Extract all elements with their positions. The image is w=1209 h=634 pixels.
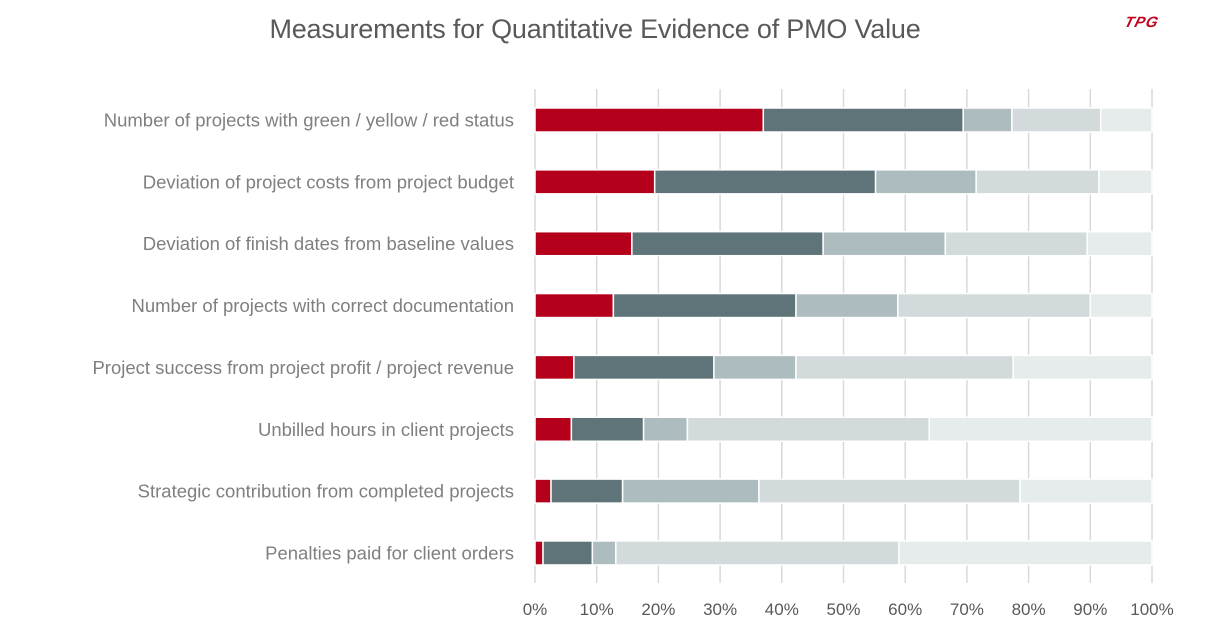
category-label: Strategic contribution from completed pr… — [138, 481, 514, 502]
bar-segment-1 — [534, 416, 573, 442]
bar-segment-1 — [534, 107, 765, 133]
bar-segment-4 — [1011, 107, 1102, 133]
category-label: Number of projects with correct document… — [131, 295, 514, 316]
bar-segment-2 — [542, 540, 594, 566]
category-label: Unbilled hours in client projects — [258, 419, 514, 440]
bar-segment-4 — [615, 540, 900, 566]
bar-row — [534, 478, 1153, 504]
bar-segment-3 — [962, 107, 1013, 133]
bar-segment-5 — [1100, 107, 1153, 133]
x-tick-label: 90% — [1073, 600, 1107, 619]
x-tick-label: 0% — [523, 600, 548, 619]
bar-segment-4 — [897, 292, 1092, 319]
x-tick-label: 70% — [950, 600, 984, 619]
category-label: Penalties paid for client orders — [265, 542, 514, 563]
bar-segment-4 — [795, 354, 1014, 381]
bar-segment-5 — [1086, 230, 1153, 257]
bar-segment-5 — [1089, 292, 1153, 319]
bar-segment-2 — [573, 354, 715, 381]
bar-segment-4 — [758, 478, 1021, 504]
bar-segment-4 — [686, 416, 931, 442]
bar-segment-3 — [591, 540, 617, 566]
tpg-logo: TPG — [1123, 14, 1161, 30]
bar-segment-1 — [534, 169, 656, 195]
bar-segment-3 — [822, 230, 947, 257]
bar-segment-2 — [762, 107, 964, 133]
bar-segment-2 — [631, 230, 824, 257]
bar-segment-1 — [534, 292, 615, 319]
x-tick-label: 60% — [888, 600, 922, 619]
category-label: Number of projects with green / yellow /… — [104, 110, 514, 131]
chart-title: Measurements for Quantitative Evidence o… — [269, 14, 921, 44]
x-tick-label: 50% — [826, 600, 860, 619]
bar-segment-1 — [534, 230, 633, 257]
x-tick-label: 100% — [1130, 600, 1173, 619]
category-label: Deviation of project costs from project … — [143, 171, 514, 192]
bar-row — [534, 107, 1153, 133]
x-tick-label: 20% — [641, 600, 675, 619]
bar-segment-5 — [1012, 354, 1153, 381]
bar-segment-3 — [795, 292, 899, 319]
bar-row — [534, 230, 1153, 257]
gridlines — [534, 89, 1153, 583]
x-tick-labels: 0% 10% 20% 30% 40% 50% 60% 70% 80% 90% 100% — [523, 600, 1174, 619]
category-labels: Number of projects with green / yellow /… — [92, 110, 514, 564]
x-tick-label: 40% — [765, 600, 799, 619]
bar-segment-1 — [534, 478, 552, 504]
category-label: Project success from project profit / pr… — [92, 357, 514, 378]
bar-row — [534, 416, 1153, 442]
bar-segment-1 — [534, 354, 575, 381]
bar-segment-3 — [642, 416, 689, 442]
bar-segment-3 — [874, 169, 977, 195]
tpg-logo-text: TPG — [1123, 14, 1161, 30]
bar-segment-3 — [621, 478, 760, 504]
bar-segment-2 — [550, 478, 624, 504]
bar-row — [534, 292, 1153, 319]
bar-segment-5 — [1019, 478, 1153, 504]
bar-segment-1 — [534, 540, 544, 566]
bar-segment-5 — [1098, 169, 1153, 195]
bar-segment-2 — [612, 292, 797, 319]
x-tick-label: 80% — [1012, 600, 1046, 619]
x-tick-label: 30% — [703, 600, 737, 619]
bar-row — [534, 169, 1153, 195]
x-tick-label: 10% — [580, 600, 614, 619]
bar-row — [534, 354, 1153, 381]
bar-segment-5 — [898, 540, 1153, 566]
bar-segment-4 — [944, 230, 1088, 257]
bar-segment-2 — [570, 416, 645, 442]
bar-segment-5 — [928, 416, 1153, 442]
bars — [534, 107, 1153, 566]
bar-segment-4 — [975, 169, 1100, 195]
category-label: Deviation of finish dates from baseline … — [143, 233, 514, 254]
bar-segment-2 — [653, 169, 877, 195]
bar-row — [534, 540, 1153, 566]
bar-segment-3 — [713, 354, 797, 381]
